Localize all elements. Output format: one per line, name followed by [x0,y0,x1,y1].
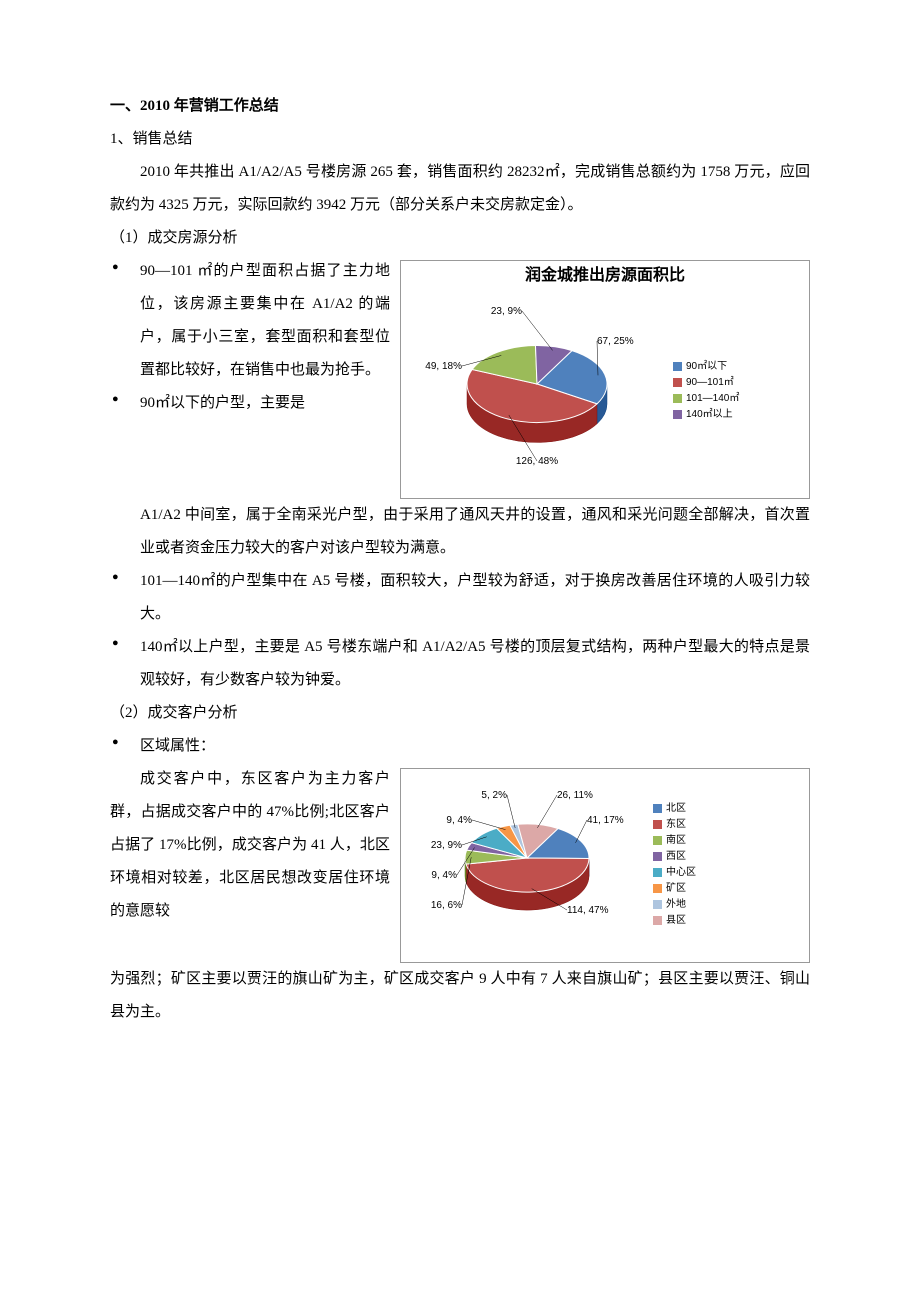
legend-swatch [653,836,662,845]
legend-item: 矿区 [653,881,803,896]
subsection-title: 1、销售总结 [110,123,810,156]
legend-label: 矿区 [666,881,686,896]
paragraph: 2010 年共推出 A1/A2/A5 号楼房源 265 套，销售面积约 2823… [110,156,810,222]
bullet-text: A1/A2 中间室，属于全南采光户型，由于采用了通风天井的设置，通风和采光问题全… [140,507,810,556]
chart2-legend: 北区东区南区西区中心区矿区外地县区 [653,800,803,929]
legend-label: 南区 [666,833,686,848]
bullet-text: 90—101 ㎡的户型面积占据了主力地位，该房源主要集中在 A1/A2 的端户，… [140,263,390,378]
chart2-pie: 41, 17% 114, 47% 16, 6% 9, 4% 23, 9% 9, 4% 5, … [407,773,647,943]
bullet-item: 90㎡以下的户型，主要是 A1/A2 中间室，属于全南采光户型，由于采用了通风天… [140,387,810,565]
bullet-text: 90㎡以下的户型，主要是 [140,395,305,411]
legend-item: 北区 [653,801,803,816]
chart2-container: 41, 17% 114, 47% 16, 6% 9, 4% 23, 9% 9, 4% 5, … [400,768,810,963]
bullet-item: 101—140㎡的户型集中在 A5 号楼，面积较大，户型较为舒适，对于换房改善居… [140,565,810,631]
legend-swatch [653,916,662,925]
chart2-box: 41, 17% 114, 47% 16, 6% 9, 4% 23, 9% 9, 4% 5, … [400,768,810,963]
legend-item: 中心区 [653,865,803,880]
legend-item: 南区 [653,833,803,848]
subsub-title: （2）成交客户分析 [110,697,810,730]
svg-text:9, 4%: 9, 4% [431,870,457,881]
bullet-item: 90—101 ㎡的户型面积占据了主力地位，该房源主要集中在 A1/A2 的端户，… [140,255,810,387]
bullet-text: 140㎡以上户型，主要是 A5 号楼东端户和 A1/A2/A5 号楼的顶层复式结… [140,639,810,688]
legend-label: 中心区 [666,865,696,880]
legend-label: 外地 [666,897,686,912]
legend-item: 西区 [653,849,803,864]
legend-swatch [653,852,662,861]
bullet-item: 区域属性： [140,730,810,763]
svg-text:5, 2%: 5, 2% [481,790,507,801]
svg-text:23, 9%: 23, 9% [431,840,462,851]
svg-text:41, 17%: 41, 17% [587,815,624,826]
legend-swatch [653,820,662,829]
legend-swatch [653,868,662,877]
svg-text:26, 11%: 26, 11% [557,790,593,801]
legend-label: 东区 [666,817,686,832]
legend-label: 西区 [666,849,686,864]
bullet-item: 140㎡以上户型，主要是 A5 号楼东端户和 A1/A2/A5 号楼的顶层复式结… [140,631,810,697]
legend-item: 外地 [653,897,803,912]
svg-text:9, 4%: 9, 4% [446,815,472,826]
legend-item: 县区 [653,913,803,928]
chart2-svg-wrap: 41, 17% 114, 47% 16, 6% 9, 4% 23, 9% 9, 4% 5, … [407,773,647,956]
section-heading: 一、2010 年营销工作总结 [110,90,810,123]
paragraph: 为强烈；矿区主要以贾汪的旗山矿为主，矿区成交客户 9 人中有 7 人来自旗山矿；… [110,963,810,1029]
subsub-title: （1）成交房源分析 [110,222,810,255]
legend-swatch [653,804,662,813]
bullet-text: 101—140㎡的户型集中在 A5 号楼，面积较大，户型较为舒适，对于换房改善居… [140,573,810,622]
svg-text:16, 6%: 16, 6% [431,900,462,911]
bullet-text: 区域属性： [140,738,215,754]
legend-label: 县区 [666,913,686,928]
legend-item: 东区 [653,817,803,832]
legend-label: 北区 [666,801,686,816]
svg-text:114, 47%: 114, 47% [567,905,609,916]
legend-swatch [653,900,662,909]
legend-swatch [653,884,662,893]
